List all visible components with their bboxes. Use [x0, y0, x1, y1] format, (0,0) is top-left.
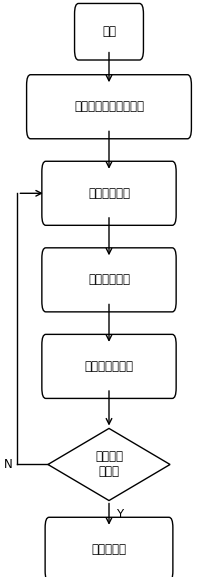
Text: 满足终止
准则？: 满足终止 准则？ — [95, 451, 123, 478]
FancyBboxPatch shape — [42, 248, 176, 312]
FancyBboxPatch shape — [45, 517, 173, 577]
Text: 输出最优解: 输出最优解 — [92, 543, 126, 556]
FancyBboxPatch shape — [42, 335, 176, 398]
FancyBboxPatch shape — [42, 162, 176, 225]
Polygon shape — [48, 428, 170, 500]
Text: 采样生成新种群: 采样生成新种群 — [85, 360, 133, 373]
Text: 初始化种群及概率模型: 初始化种群及概率模型 — [74, 100, 144, 113]
FancyBboxPatch shape — [75, 3, 143, 60]
Text: Y: Y — [116, 508, 123, 522]
Text: 更新概率模型: 更新概率模型 — [88, 273, 130, 286]
Text: 开始: 开始 — [102, 25, 116, 38]
FancyBboxPatch shape — [27, 75, 191, 139]
Text: 选择精英群体: 选择精英群体 — [88, 187, 130, 200]
Text: N: N — [4, 458, 13, 471]
